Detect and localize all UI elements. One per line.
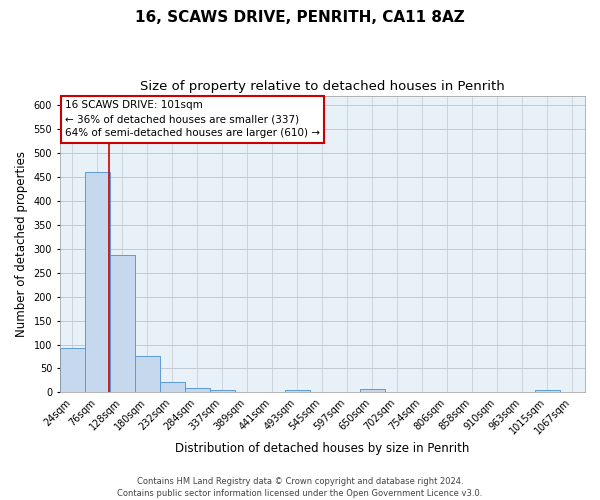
Bar (185, 388, 209, 392)
Bar (210, 390, 235, 392)
Bar (160, 382, 185, 392)
Text: 16 SCAWS DRIVE: 101sqm
← 36% of detached houses are smaller (337)
64% of semi-de: 16 SCAWS DRIVE: 101sqm ← 36% of detached… (65, 100, 320, 138)
Bar (135, 356, 160, 393)
Bar (535, 390, 560, 392)
Text: Contains HM Land Registry data © Crown copyright and database right 2024.
Contai: Contains HM Land Registry data © Crown c… (118, 476, 482, 498)
Y-axis label: Number of detached properties: Number of detached properties (15, 151, 28, 337)
Bar (60, 348, 85, 393)
Bar (110, 254, 134, 392)
Title: Size of property relative to detached houses in Penrith: Size of property relative to detached ho… (140, 80, 505, 93)
Bar (360, 388, 385, 392)
Bar (285, 390, 310, 392)
Text: 16, SCAWS DRIVE, PENRITH, CA11 8AZ: 16, SCAWS DRIVE, PENRITH, CA11 8AZ (135, 10, 465, 25)
Bar (85, 172, 110, 392)
X-axis label: Distribution of detached houses by size in Penrith: Distribution of detached houses by size … (175, 442, 470, 455)
